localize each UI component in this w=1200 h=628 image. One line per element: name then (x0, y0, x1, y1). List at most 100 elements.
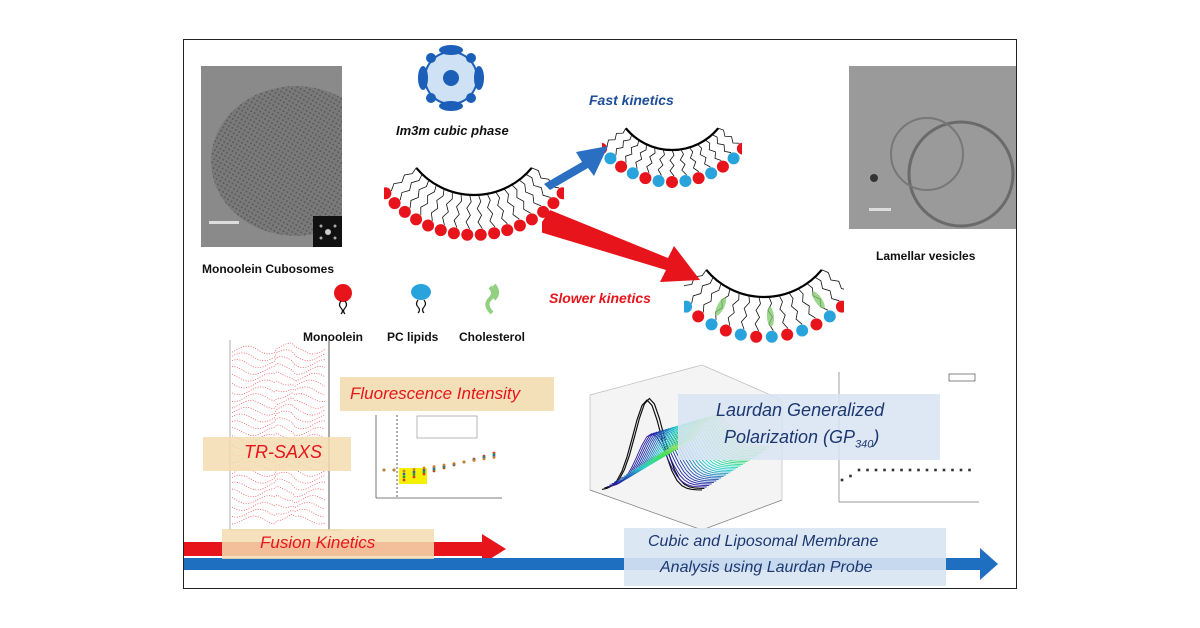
fluorescence-label-box (340, 377, 554, 411)
gp-point (849, 474, 852, 478)
fluorescence-point (472, 459, 476, 462)
laurdan-spectrum-trace (604, 397, 705, 490)
lipid-tail (788, 292, 803, 325)
pc-lipids-legend-label: PC lipids (387, 330, 439, 344)
monoolein-head (835, 300, 844, 313)
membrane-analysis-line2: Analysis using Laurdan Probe (660, 559, 873, 576)
lipid-tail (409, 179, 430, 209)
lipid-tail (503, 188, 520, 220)
saxs-trace (231, 386, 326, 396)
fluorescence-point (382, 468, 386, 472)
lipid-tail (797, 288, 816, 319)
fusion-label-box (222, 529, 434, 559)
gp-point (934, 468, 937, 472)
fluorescence-point (402, 469, 406, 473)
lipid-tail (486, 193, 496, 228)
fluorescence-point (402, 478, 406, 482)
monoolein-head (513, 219, 526, 232)
cubosome-micrograph (201, 66, 342, 247)
gp-point (857, 468, 861, 472)
fluorescence-point (412, 468, 416, 471)
fluorescence-point (442, 463, 446, 467)
fluorescence-point (422, 470, 426, 474)
fluorescence-point (422, 468, 426, 472)
saxs-trace (231, 342, 326, 355)
lipid-tail (754, 296, 761, 332)
fluorescence-point (412, 475, 416, 479)
lipid-tail (821, 269, 844, 290)
saxs-trace (231, 379, 326, 389)
monoolein-head (461, 228, 474, 241)
monoolein-head (556, 187, 564, 200)
lipid-tail (711, 134, 732, 153)
phase-label: Im3m cubic phase (396, 123, 509, 138)
monoolein-head (750, 330, 763, 343)
laurdan-label-line2: Polarization (GP340) (724, 427, 879, 451)
lipid-tail (518, 179, 542, 207)
monoolein-head (501, 224, 514, 237)
lipid-tail (430, 188, 445, 221)
laurdan-gp-close: ) (873, 427, 880, 447)
gp-point (874, 468, 878, 472)
vesicle-micrograph (849, 66, 1016, 229)
lipid-tail (606, 128, 627, 147)
lipid-tail (691, 276, 714, 304)
monoolein-head (422, 219, 435, 232)
laurdan-label-line1: Laurdan Generalized (716, 400, 885, 420)
gp-point (925, 468, 929, 472)
saxs-trace (231, 485, 326, 498)
laurdan-label-box (678, 394, 940, 460)
saxs-trace (231, 513, 326, 525)
figure-frame: Monoolein Cubosomes Lamellar vesicles Im… (183, 39, 1017, 589)
fluorescence-point (492, 456, 496, 459)
cholesterol-molecule (766, 306, 774, 327)
lipid-tail (669, 149, 675, 177)
monoolein-head (736, 142, 742, 155)
monoolein-head (666, 176, 678, 188)
monoolein-head (781, 328, 794, 341)
monoolein-head (719, 324, 732, 337)
saxs-trace (231, 371, 326, 382)
lipid-tail (679, 149, 687, 176)
lipid-tail (525, 173, 551, 198)
gp-point (866, 468, 869, 472)
slow-kinetics-arrow (542, 210, 700, 282)
lipid-tail (778, 295, 789, 329)
fluorescence-point (482, 457, 486, 461)
monoolein-head (474, 228, 487, 241)
lipid-tail (684, 269, 707, 287)
lipid-tail (442, 191, 453, 226)
pc-lipid-head (796, 324, 809, 337)
pc-lipid-head (679, 175, 692, 188)
pc-lipid-head (705, 167, 718, 180)
gp-point (959, 468, 963, 472)
right-image-caption: Lamellar vesicles (876, 249, 976, 263)
monoolein-head (488, 227, 501, 240)
fluorescence-label: Fluorescence Intensity (350, 384, 521, 403)
trsaxs-label-box (203, 437, 351, 471)
fluorescence-point (432, 465, 436, 468)
trsaxs-label: TR-SAXS (244, 442, 323, 462)
pc-lipid-head (765, 330, 778, 343)
saxs-trace (231, 363, 326, 375)
lipid-tail (635, 144, 647, 169)
lipid-tail (657, 149, 665, 176)
saxs-trace (231, 410, 326, 423)
lipid-tail (689, 147, 700, 173)
lipid-tail (646, 147, 656, 174)
saxs-trace (231, 478, 326, 491)
saxs-trace (231, 356, 326, 368)
fluorescence-point (422, 466, 426, 470)
saxs-trace (231, 471, 326, 484)
saxs-trace (231, 417, 326, 430)
gp-point (883, 468, 886, 472)
saxs-trace (231, 392, 326, 402)
pc-lipid-legend-icon (411, 284, 431, 314)
lipid-tail (718, 127, 740, 144)
laurdan-spectrum-trace (601, 399, 703, 491)
im3m-unit-cell-icon (418, 45, 484, 111)
monoolein-head (547, 197, 560, 210)
pc-lipid-head (604, 152, 617, 165)
fluorescence-point (402, 475, 406, 479)
monoolein-head (692, 310, 705, 323)
